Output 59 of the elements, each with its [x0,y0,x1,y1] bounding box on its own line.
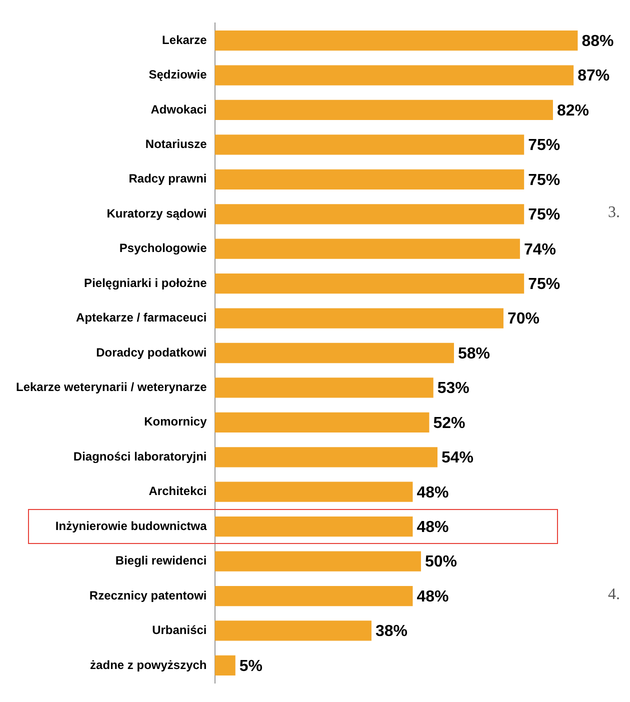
bar [214,169,524,190]
data-label: 5% [239,658,263,675]
bar [214,134,524,155]
y-tick-label: Inżynierowie budownictwa [55,518,208,533]
bar [214,655,236,676]
bar [214,551,421,572]
text: 3. [608,204,620,222]
y-tick-label: Psychologowie [119,241,208,256]
y-tick-label: Kuratorzy sądowi [106,206,207,220]
text: 4. [608,586,620,604]
data-label: 70% [507,310,540,328]
bar [214,516,413,537]
y-tick-label: Doradcy podatkowi [96,345,207,360]
y-tick-label: Biegli rewidenci [115,554,207,568]
y-tick-label: Komornicy [144,414,208,429]
y-tick-label: Radcy prawni [128,172,207,186]
data-label: 75% [528,172,560,189]
bar [214,482,413,502]
data-label: 52% [433,414,466,432]
data-label: 87% [578,68,610,85]
y-tick-label: Aptekarze / farmaceuci [76,310,207,325]
bar [214,586,413,606]
bar [214,620,372,641]
y-tick-label: Lekarze weterynarii / weterynarze [16,380,208,394]
bar [214,342,454,364]
y-tick-label: Diagności laboratoryjni [73,449,207,464]
bar [214,65,574,86]
data-label: 82% [556,102,589,120]
bar [214,447,438,468]
y-tick-label: Pielęgniarki i położne [84,276,208,290]
y-tick-label: żadne z powyższych [90,658,207,672]
data-label: 38% [375,623,408,640]
y-tick-label: Rzecznicy patentowi [89,588,207,602]
data-label: 53% [437,380,470,398]
y-tick-label: Sędziowie [148,68,208,82]
bar [214,204,524,224]
bar [214,308,504,328]
data-label: 74% [524,241,556,258]
y-tick-label: Adwokaci [150,102,207,116]
data-label: 58% [458,345,490,362]
y-tick-label: Notariusze [145,137,208,152]
data-label: 48% [416,518,449,536]
data-label: 88% [582,32,614,50]
y-tick-label: Architekci [148,484,207,498]
bar [214,378,434,398]
bar [214,274,524,294]
data-label: 50% [424,554,458,571]
y-tick-label: Urbaniści [152,623,207,638]
y-tick-label: Lekarze [162,32,208,47]
data-label: 48% [416,484,449,502]
data-label: 54% [441,450,474,467]
data-label: 48% [416,588,449,606]
bar [214,30,578,51]
bar [214,412,430,432]
bar [214,238,520,259]
bar [214,100,553,120]
data-label: 75% [528,206,560,224]
data-label: 75% [528,137,560,154]
data-label: 75% [528,276,560,293]
